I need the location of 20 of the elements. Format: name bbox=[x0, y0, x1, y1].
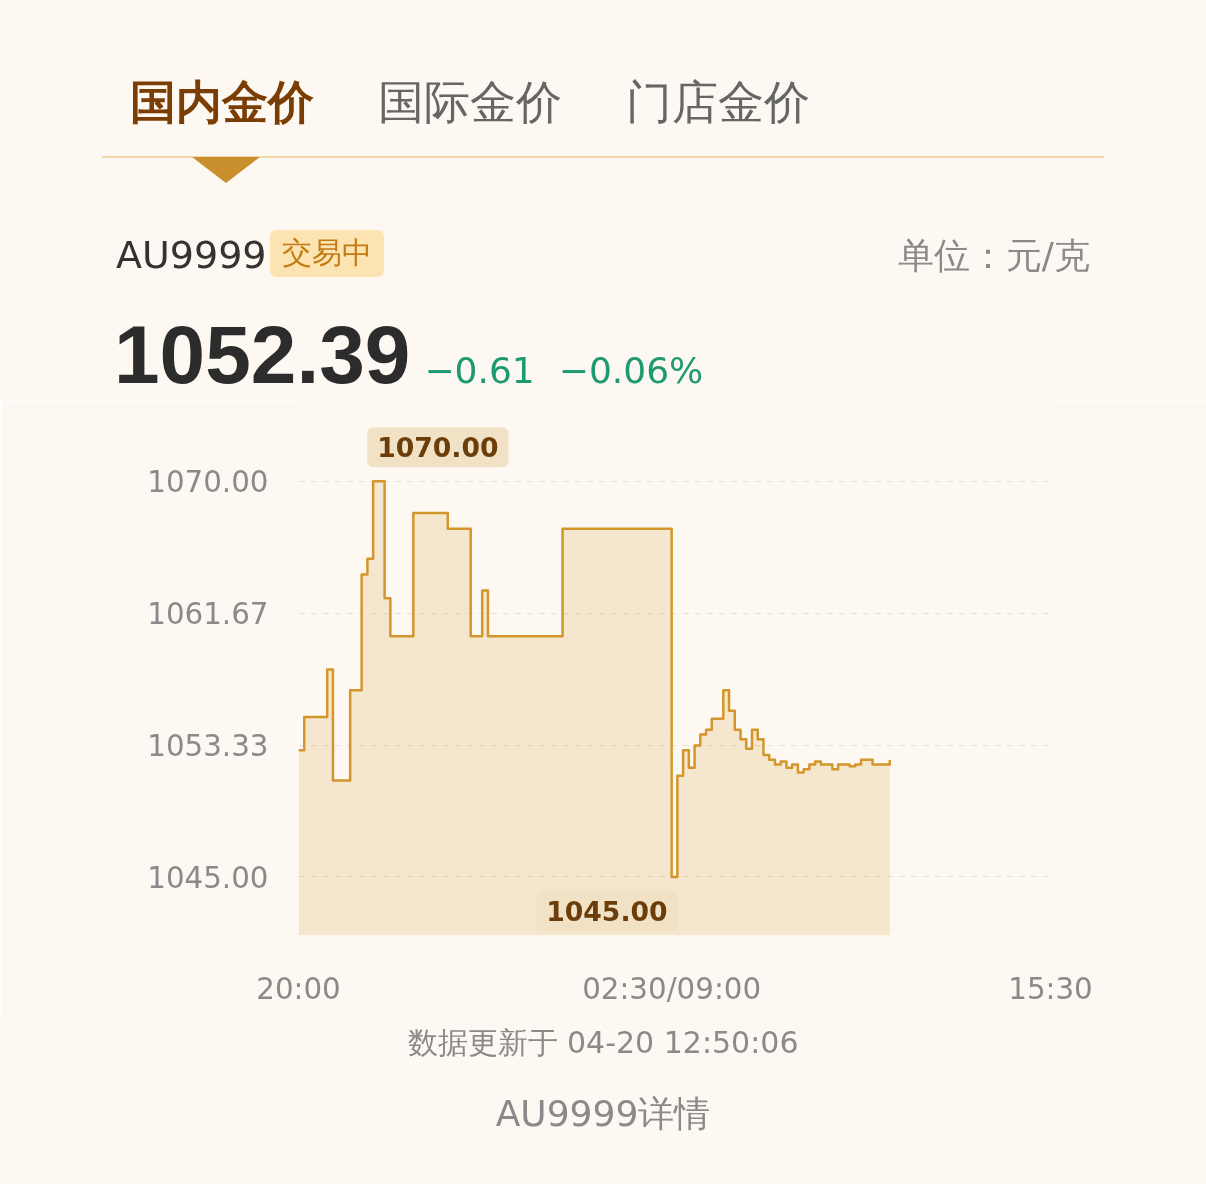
text: −0.06% bbox=[558, 349, 704, 393]
text: −0.61 bbox=[424, 349, 535, 393]
x-tick-label: 20:00 bbox=[256, 971, 341, 1006]
chart-title: AU9999 bbox=[116, 232, 267, 279]
text: 国内金价 bbox=[130, 74, 314, 131]
text: 门店金价 bbox=[626, 74, 810, 131]
text: 单位：元/克 bbox=[897, 234, 1090, 278]
annotation: 1045.00 bbox=[546, 895, 668, 927]
y-tick-label: 1045.00 bbox=[147, 860, 269, 895]
x-tick-label: 02:30/09:00 bbox=[582, 971, 762, 1006]
text: AU9999详情 bbox=[494, 1092, 712, 1136]
text: 数据更新于 04-20 12:50:06 bbox=[406, 1024, 800, 1062]
y-tick-label: 1061.67 bbox=[147, 597, 269, 632]
y-tick-label: 1053.33 bbox=[147, 729, 269, 764]
text: 1052.39 bbox=[114, 308, 411, 402]
chart-subtitle: 交易中 bbox=[270, 230, 384, 277]
annotation: 1070.00 bbox=[377, 432, 499, 464]
text: 国际金价 bbox=[378, 74, 562, 131]
y-tick-label: 1070.00 bbox=[147, 465, 269, 500]
x-tick-label: 15:30 bbox=[1008, 971, 1093, 1006]
